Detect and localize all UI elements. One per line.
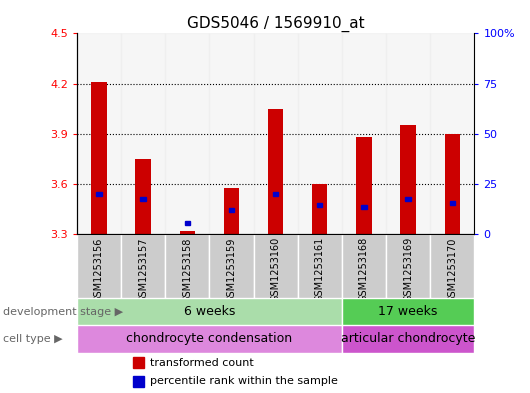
Bar — [132, 376, 144, 387]
Text: 6 weeks: 6 weeks — [184, 305, 235, 318]
Bar — [180, 231, 195, 234]
Bar — [77, 234, 121, 298]
Bar — [268, 108, 284, 234]
Bar — [298, 234, 342, 298]
Bar — [165, 33, 209, 234]
Text: GSM1253161: GSM1253161 — [315, 237, 325, 303]
Bar — [386, 33, 430, 234]
Bar — [361, 205, 367, 209]
Bar — [209, 33, 253, 234]
Bar — [430, 33, 474, 234]
Text: GSM1253159: GSM1253159 — [226, 237, 236, 303]
Bar — [430, 234, 474, 298]
Bar — [449, 201, 455, 205]
Text: development stage ▶: development stage ▶ — [3, 307, 123, 316]
Bar — [77, 298, 342, 325]
Bar — [77, 325, 342, 353]
Text: GSM1253160: GSM1253160 — [271, 237, 280, 303]
Bar — [342, 298, 474, 325]
Bar — [121, 33, 165, 234]
Text: articular chondrocyte: articular chondrocyte — [341, 332, 475, 345]
Bar — [132, 357, 144, 368]
Bar — [165, 234, 209, 298]
Bar — [400, 125, 416, 234]
Text: GSM1253170: GSM1253170 — [447, 237, 457, 303]
Text: GSM1253168: GSM1253168 — [359, 237, 369, 303]
Bar — [273, 192, 278, 196]
Text: GSM1253156: GSM1253156 — [94, 237, 104, 303]
Bar — [253, 33, 298, 234]
Text: cell type ▶: cell type ▶ — [3, 334, 63, 344]
Bar — [121, 234, 165, 298]
Bar — [135, 159, 151, 234]
Bar — [184, 221, 190, 225]
Bar — [229, 208, 234, 212]
Bar — [224, 188, 239, 234]
Text: percentile rank within the sample: percentile rank within the sample — [151, 376, 338, 386]
Bar — [209, 234, 253, 298]
Bar — [253, 234, 298, 298]
Bar — [342, 234, 386, 298]
Text: GSM1253157: GSM1253157 — [138, 237, 148, 303]
Text: 17 weeks: 17 weeks — [378, 305, 438, 318]
Bar — [317, 203, 322, 207]
Bar — [77, 33, 121, 234]
Bar — [356, 137, 372, 234]
Bar — [312, 184, 328, 234]
Bar — [445, 134, 460, 234]
Bar — [342, 325, 474, 353]
Text: GSM1253169: GSM1253169 — [403, 237, 413, 303]
Bar — [91, 82, 107, 234]
Bar — [386, 234, 430, 298]
Text: chondrocyte condensation: chondrocyte condensation — [126, 332, 293, 345]
Bar — [342, 33, 386, 234]
Title: GDS5046 / 1569910_at: GDS5046 / 1569910_at — [187, 16, 365, 32]
Bar — [405, 197, 411, 201]
Bar — [140, 197, 146, 201]
Bar — [96, 192, 102, 196]
Bar — [298, 33, 342, 234]
Text: transformed count: transformed count — [151, 358, 254, 368]
Text: GSM1253158: GSM1253158 — [182, 237, 192, 303]
